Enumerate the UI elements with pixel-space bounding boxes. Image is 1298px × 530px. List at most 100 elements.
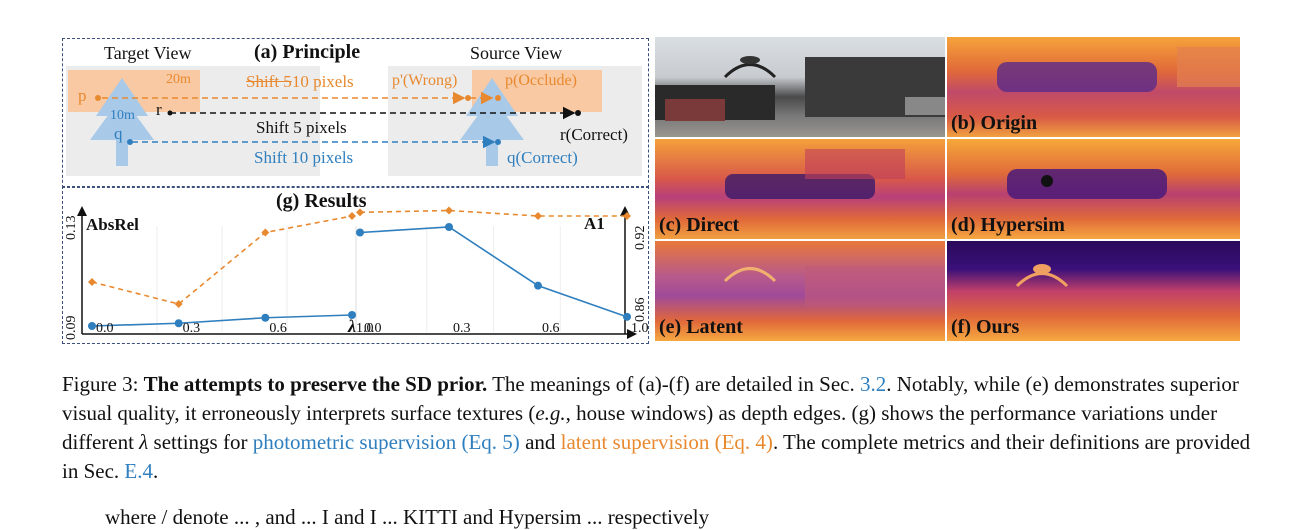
caption-bold: The attempts to preserve the SD prior. — [143, 372, 488, 396]
caption-ref2[interactable]: E.4 — [124, 459, 153, 483]
tile-ours: (f) Ours — [947, 241, 1240, 341]
shift-r-label: Shift 5 pixels — [256, 118, 347, 137]
dist-10m-label: 10m — [110, 108, 135, 123]
leftChart-x-tick-1: 0.3 — [183, 321, 201, 336]
ours-depth-icon — [1015, 264, 1069, 288]
a1-chart — [356, 206, 631, 321]
p-wrong-label: p'(Wrong) — [392, 72, 458, 89]
rightChart-series-0-point-3 — [623, 212, 631, 220]
p-label: p — [78, 86, 87, 105]
x-axis-arrow — [627, 329, 637, 339]
tile-latent: (e) Latent — [655, 241, 945, 341]
leftChart-series-1-point-3 — [348, 311, 356, 319]
results-chart: 0.0 0.3 0.6 1.00.0 0.3 0.6 1.0 — [77, 206, 649, 339]
principle-title: (a) Principle — [254, 41, 361, 63]
caption-t1: The meanings of (a)-(f) are detailed in … — [492, 372, 855, 396]
rightChart-series-1-point-1 — [445, 223, 453, 231]
leftChart-series-0-point-0 — [88, 278, 96, 286]
leftChart-series-0-line — [91, 215, 353, 305]
rightChart-x-tick-1: 0.3 — [453, 321, 471, 336]
q-correct-label: q(Correct) — [507, 148, 578, 167]
figure-caption: Figure 3: The attempts to preserve the S… — [62, 370, 1252, 486]
principle-panel — [62, 38, 649, 188]
q-label: q — [114, 124, 123, 143]
caption-t2: . Notably, — [886, 372, 969, 396]
rightChart-series-0-line — [359, 209, 627, 217]
q-point — [127, 139, 133, 145]
q-correct-point — [495, 139, 501, 145]
left-tick-bottom: 0.09 — [64, 315, 79, 341]
x-tick-labels: 0.0 0.3 0.6 1.00.0 0.3 0.6 1.0 — [96, 321, 649, 336]
grid-lines — [156, 226, 561, 334]
target-view-label: Target View — [104, 43, 192, 63]
p-wrong-point — [465, 95, 471, 101]
tile-latent-label: (e) Latent — [659, 316, 743, 338]
caption-eg: e.g. — [535, 401, 566, 425]
shift-p-label: Shift 510 pixels — [246, 72, 354, 92]
source-view-label: Source View — [470, 43, 563, 63]
cut-off-body-text: where / denote ... , and ... I and I ...… — [105, 505, 710, 529]
principle-diagram — [66, 66, 642, 176]
p-point — [95, 95, 101, 101]
rightChart-x-tick-2: 0.6 — [542, 321, 560, 336]
caption-ref1[interactable]: 3.2 — [860, 372, 887, 396]
caption-t4: , house windows) as — [565, 401, 736, 425]
tile-origin-label: (b) Origin — [951, 112, 1038, 134]
caption-t3: while (e) demonstrates superior visual q… — [62, 372, 1239, 425]
caption-t6: settings for — [153, 430, 248, 454]
p-occlude-point — [495, 95, 501, 101]
rightChart-series-1-line — [359, 226, 628, 318]
results-title: (g) Results — [276, 190, 367, 212]
rightChart-x-tick-0: 0.0 — [364, 321, 382, 336]
right-tick-bottom: 0.86 — [633, 297, 648, 323]
caption-latent-link[interactable]: latent supervision (Eq. 4) — [560, 430, 773, 454]
right-tick-top: 0.92 — [633, 225, 648, 251]
tile-origin: (b) Origin — [947, 37, 1240, 137]
absrel-label: AbsRel — [86, 215, 139, 234]
tile-ours-label: (f) Ours — [951, 316, 1020, 338]
direct-depth-icon — [725, 149, 905, 199]
caption-t5: depth edges. (g) shows the performance v… — [62, 401, 1218, 454]
r-correct-label: r(Correct) — [560, 125, 628, 144]
tile-direct: (c) Direct — [655, 139, 945, 239]
rightChart-x-tick-3: 1.0 — [631, 321, 649, 336]
results-panel — [62, 186, 649, 344]
rightChart-series-0-point-0 — [356, 208, 364, 217]
origin-depth-icon — [997, 47, 1240, 92]
leftChart-series-0-point-3 — [348, 212, 356, 220]
caption-photo-link[interactable]: photometric supervision (Eq. 5) — [252, 430, 520, 454]
leftChart-x-tick-0: 0.0 — [96, 321, 114, 336]
p-occlude-label: p(Occlude) — [505, 72, 577, 89]
hypersim-depth-icon — [1007, 169, 1167, 199]
chart-axes — [77, 206, 637, 339]
latent-depth-icon — [723, 266, 945, 306]
tile-hypersim-label: (d) Hypersim — [951, 214, 1065, 236]
dist-20m-label: 20m — [166, 72, 191, 87]
leftChart-series-0-point-1 — [174, 300, 183, 308]
caption-t7: and — [525, 430, 556, 454]
tile-hypersim: (d) Hypersim — [947, 139, 1240, 239]
caption-lambda: λ — [139, 430, 149, 454]
target-tree-icon — [90, 78, 154, 166]
rightChart-series-1-point-2 — [534, 281, 542, 290]
rightChart-series-0-point-2 — [534, 212, 542, 220]
leftChart-x-tick-2: 0.6 — [269, 321, 287, 336]
left-y-axis-arrow — [77, 206, 87, 216]
leftChart-x-tick-3: 1.0 — [356, 321, 374, 336]
absrel-chart — [88, 212, 356, 330]
caption-fig: Figure 3: — [62, 372, 139, 396]
r-point — [167, 110, 173, 116]
shift-p-label-a: Shift 5 — [246, 72, 292, 91]
shift-p-label-b: 10 pixels — [291, 72, 354, 91]
tile-direct-label: (c) Direct — [659, 214, 740, 236]
r-label: r — [156, 100, 162, 119]
rightChart-series-0-point-1 — [445, 206, 453, 215]
leftChart-series-0-point-2 — [261, 228, 270, 237]
rightChart-series-1-point-0 — [356, 228, 364, 237]
leftChart-series-1-point-1 — [174, 319, 183, 328]
leftChart-series-1-point-2 — [261, 313, 270, 322]
leftChart-series-1-point-0 — [88, 322, 96, 330]
lambda-label: λ — [348, 316, 356, 336]
street-scene-icon — [655, 56, 945, 121]
shift-q-label: Shift 10 pixels — [254, 148, 354, 167]
